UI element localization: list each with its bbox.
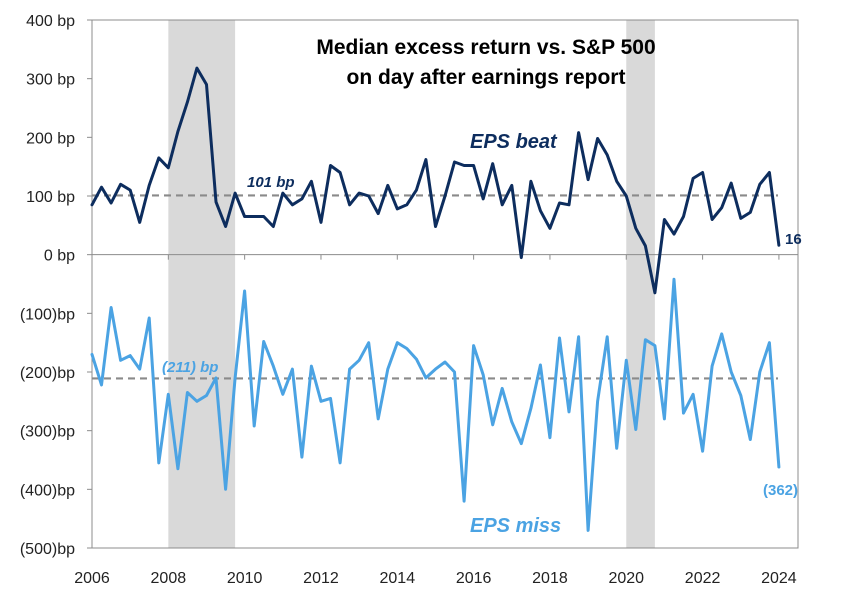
y-tick-label-4: 0 bp <box>44 248 75 265</box>
eps-miss-average-label: (211) bp <box>162 359 218 376</box>
x-tick-label-3: 2012 <box>303 570 339 587</box>
x-tick-label-4: 2014 <box>380 570 416 587</box>
chart-title-line-2: on day after earnings report <box>347 66 626 89</box>
x-tick-label-8: 2022 <box>685 570 721 587</box>
y-tick-label-9: (500)bp <box>20 541 75 558</box>
plot-frame <box>91 19 799 549</box>
y-tick-labels: 400 bp 300 bp 200 bp 100 bp 0 bp (100)bp (200)… <box>20 13 75 558</box>
x-tick-label-7: 2020 <box>608 570 644 587</box>
eps-miss-end-label: (362) <box>763 482 798 499</box>
x-tick-label-1: 2008 <box>151 570 187 587</box>
y-tick-label-5: (100)bp <box>20 306 75 323</box>
y-tick-label-6: (200)bp <box>20 365 75 382</box>
chart-title-line-1: Median excess return vs. S&P 500 <box>316 36 655 59</box>
recession-band-2 <box>626 20 655 548</box>
series-line-eps-beat <box>90 66 781 295</box>
y-tick-label-1: 300 bp <box>26 72 75 89</box>
x-tick-label-6: 2018 <box>532 570 568 587</box>
eps-miss-series-label: EPS miss <box>470 515 561 537</box>
axes <box>87 19 799 549</box>
y-tick-label-3: 100 bp <box>26 189 75 206</box>
eps-beat-series-label: EPS beat <box>470 131 558 153</box>
y-tick-label-2: 200 bp <box>26 130 75 147</box>
average-lines <box>92 194 778 380</box>
eps-beat-end-label: 16 <box>785 231 802 248</box>
x-tick-label-2: 2010 <box>227 570 263 587</box>
x-tick-label-5: 2016 <box>456 570 492 587</box>
x-tick-label-9: 2024 <box>761 570 797 587</box>
y-tick-label-8: (400)bp <box>20 482 75 499</box>
series-lines <box>90 66 781 532</box>
x-tick-labels: 2006 2008 2010 2012 2014 2016 2018 2020 2022 2024 <box>74 570 797 587</box>
x-tick-label-0: 2006 <box>74 570 110 587</box>
y-tick-label-0: 400 bp <box>26 13 75 30</box>
y-tick-label-7: (300)bp <box>20 424 75 441</box>
eps-beat-average-label: 101 bp <box>247 174 295 191</box>
series-line-eps-miss <box>90 277 781 532</box>
